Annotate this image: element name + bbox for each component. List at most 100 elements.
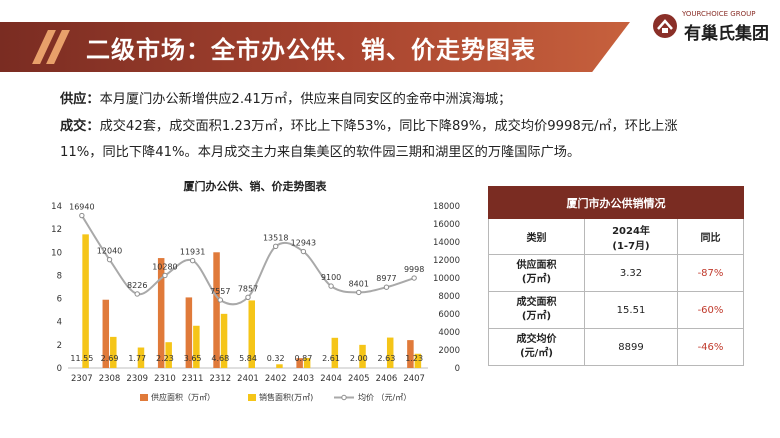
- supply-sales-table: 厦门市办公供销情况 类别 2024年 (1-7月) 同比 供应面积 (万㎡) 3…: [488, 186, 744, 366]
- price-point: [134, 291, 140, 297]
- logo-text-cn: 有巢氏集团: [684, 24, 769, 44]
- x-tick-label: 2310: [154, 374, 176, 384]
- header-period-line-2: (1-7月): [612, 240, 650, 252]
- supply-bar: [213, 252, 220, 368]
- legend-label: 销售面积(万㎡): [259, 392, 313, 402]
- y-right-tick-label: 2000: [438, 346, 460, 356]
- x-tick-label: 2307: [71, 374, 93, 384]
- price-point: [217, 297, 224, 303]
- price-point: [245, 294, 251, 300]
- price-point: [300, 248, 307, 255]
- y-right-tick-label: 4000: [438, 328, 460, 338]
- x-tick-label: 2405: [348, 374, 370, 384]
- x-tick-label: 2309: [126, 374, 148, 384]
- chart-title: 厦门办公供、销、价走势图表: [184, 179, 328, 193]
- sales-data-label: 3.65: [184, 354, 202, 363]
- supply-bar: [102, 299, 110, 368]
- company-logo: YOURCHOICE GROUP 有巢氏集团: [652, 8, 778, 44]
- sales-bar: [193, 325, 200, 368]
- price-point: [189, 257, 196, 264]
- sales-data-label: 2.61: [322, 354, 340, 363]
- row-label-line-2: (元/㎡): [520, 348, 553, 359]
- price-point: [162, 272, 168, 279]
- supply-paragraph: 供应：本月厦门办公新增供应2.41万㎡，供应来自同安区的金帝中洲滨海城；: [60, 88, 511, 107]
- price-data-label: 12943: [291, 239, 316, 248]
- sales-bar: [82, 234, 89, 368]
- x-tick-label: 2407: [403, 374, 425, 384]
- row-label: 供应面积 (万㎡): [488, 254, 585, 292]
- price-point: [106, 256, 113, 263]
- price-data-label: 12040: [97, 247, 122, 256]
- supply-bar: [296, 358, 303, 368]
- sales-bar: [165, 342, 172, 368]
- header-band: [0, 22, 630, 72]
- sales-data-label: 0.32: [267, 354, 285, 363]
- price-data-label: 8977: [376, 274, 396, 283]
- row-label: 成交面积 (万㎡): [488, 291, 585, 329]
- price-data-label: 13518: [263, 233, 288, 242]
- row-value: 3.32: [584, 254, 678, 292]
- deal-text-line-2: 11%，同比下降41%。本月成交主力来自集美区的软件园三期和湖里区的万隆国际广场…: [60, 145, 581, 160]
- legend-swatch: [140, 394, 148, 401]
- price-data-label: 16940: [69, 203, 94, 212]
- sales-data-label: 2.69: [101, 354, 119, 363]
- price-data-label: 8226: [127, 281, 147, 290]
- sales-data-label: 0.87: [294, 354, 312, 363]
- y-right-tick-label: 8000: [438, 292, 460, 302]
- page-title: 二级市场：全市办公供、销、价走势图表: [86, 36, 536, 64]
- y-left-tick-label: 0: [57, 364, 62, 374]
- x-tick-label: 2312: [209, 374, 231, 384]
- row-yoy: -46%: [677, 328, 744, 366]
- y-left-tick-label: 10: [51, 248, 62, 258]
- row-yoy: -87%: [677, 254, 744, 292]
- sales-bar: [386, 337, 394, 368]
- supply-label: 供应：: [60, 92, 100, 107]
- x-tick-label: 2404: [320, 374, 342, 384]
- deal-paragraph: 成交：成交42套，成交面积1.23万㎡，环比上下降53%，同比下降89%，成交均…: [60, 115, 678, 134]
- y-left-tick-label: 8: [57, 271, 62, 281]
- price-data-label: 7557: [210, 287, 230, 296]
- legend-marker: [341, 394, 347, 401]
- table-row-avg-price: 成交均价 (元/㎡) 8899 -46%: [488, 328, 744, 366]
- legend-label: 均价 （元/㎡）: [358, 392, 411, 402]
- row-label-line-1: 成交面积: [516, 297, 557, 308]
- sales-data-label: 2.00: [350, 354, 368, 363]
- y-right-tick-label: 0: [455, 364, 460, 374]
- table-row-supply: 供应面积 (万㎡) 3.32 -87%: [488, 254, 744, 292]
- y-right-tick-label: 10000: [433, 274, 460, 284]
- chart-legend: 供应面积（万㎡） 销售面积(万㎡) 均价 （元/㎡）: [140, 392, 411, 402]
- sales-bar: [359, 344, 366, 368]
- sales-data-label: 2.63: [378, 354, 396, 363]
- sales-bar: [248, 300, 255, 368]
- price-point: [383, 284, 390, 290]
- sales-bar: [276, 364, 283, 368]
- sales-data-label: 5.84: [239, 354, 257, 363]
- deal-text-line-1: 成交42套，成交面积1.23万㎡，环比上下降53%，同比下降89%，成交均价99…: [99, 119, 678, 134]
- y-left-tick-label: 4: [57, 318, 62, 328]
- trend-chart: 厦门办公供、销、价走势图表 16940120408226102801193175…: [51, 179, 460, 402]
- y-right-tick-label: 6000: [438, 310, 460, 320]
- sales-bar: [110, 336, 117, 368]
- sales-data-label: 11.55: [70, 354, 93, 363]
- sales-bar: [220, 313, 228, 368]
- sales-bar: [331, 337, 339, 368]
- y-left-tick-label: 14: [51, 202, 62, 212]
- price-data-label: 7857: [238, 284, 258, 293]
- x-tick-label: 2403: [293, 374, 315, 384]
- sales-data-label: 1.23: [405, 354, 423, 363]
- y-left-tick-label: 2: [57, 341, 62, 351]
- logo-mark-icon: [653, 14, 677, 38]
- price-point: [356, 289, 362, 296]
- y-right-tick-label: 14000: [433, 238, 460, 248]
- sales-bar: [303, 357, 311, 368]
- supply-text: 本月厦门办公新增供应2.41万㎡，供应来自同安区的金帝中洲滨海城；: [99, 92, 512, 107]
- chart-price-line: [79, 212, 417, 306]
- price-point: [79, 212, 85, 219]
- y-right-tick-label: 12000: [433, 256, 460, 266]
- supply-bar: [185, 297, 193, 368]
- chart-bars: [82, 234, 422, 368]
- row-yoy: -60%: [677, 291, 744, 329]
- deal-label: 成交：: [60, 119, 100, 134]
